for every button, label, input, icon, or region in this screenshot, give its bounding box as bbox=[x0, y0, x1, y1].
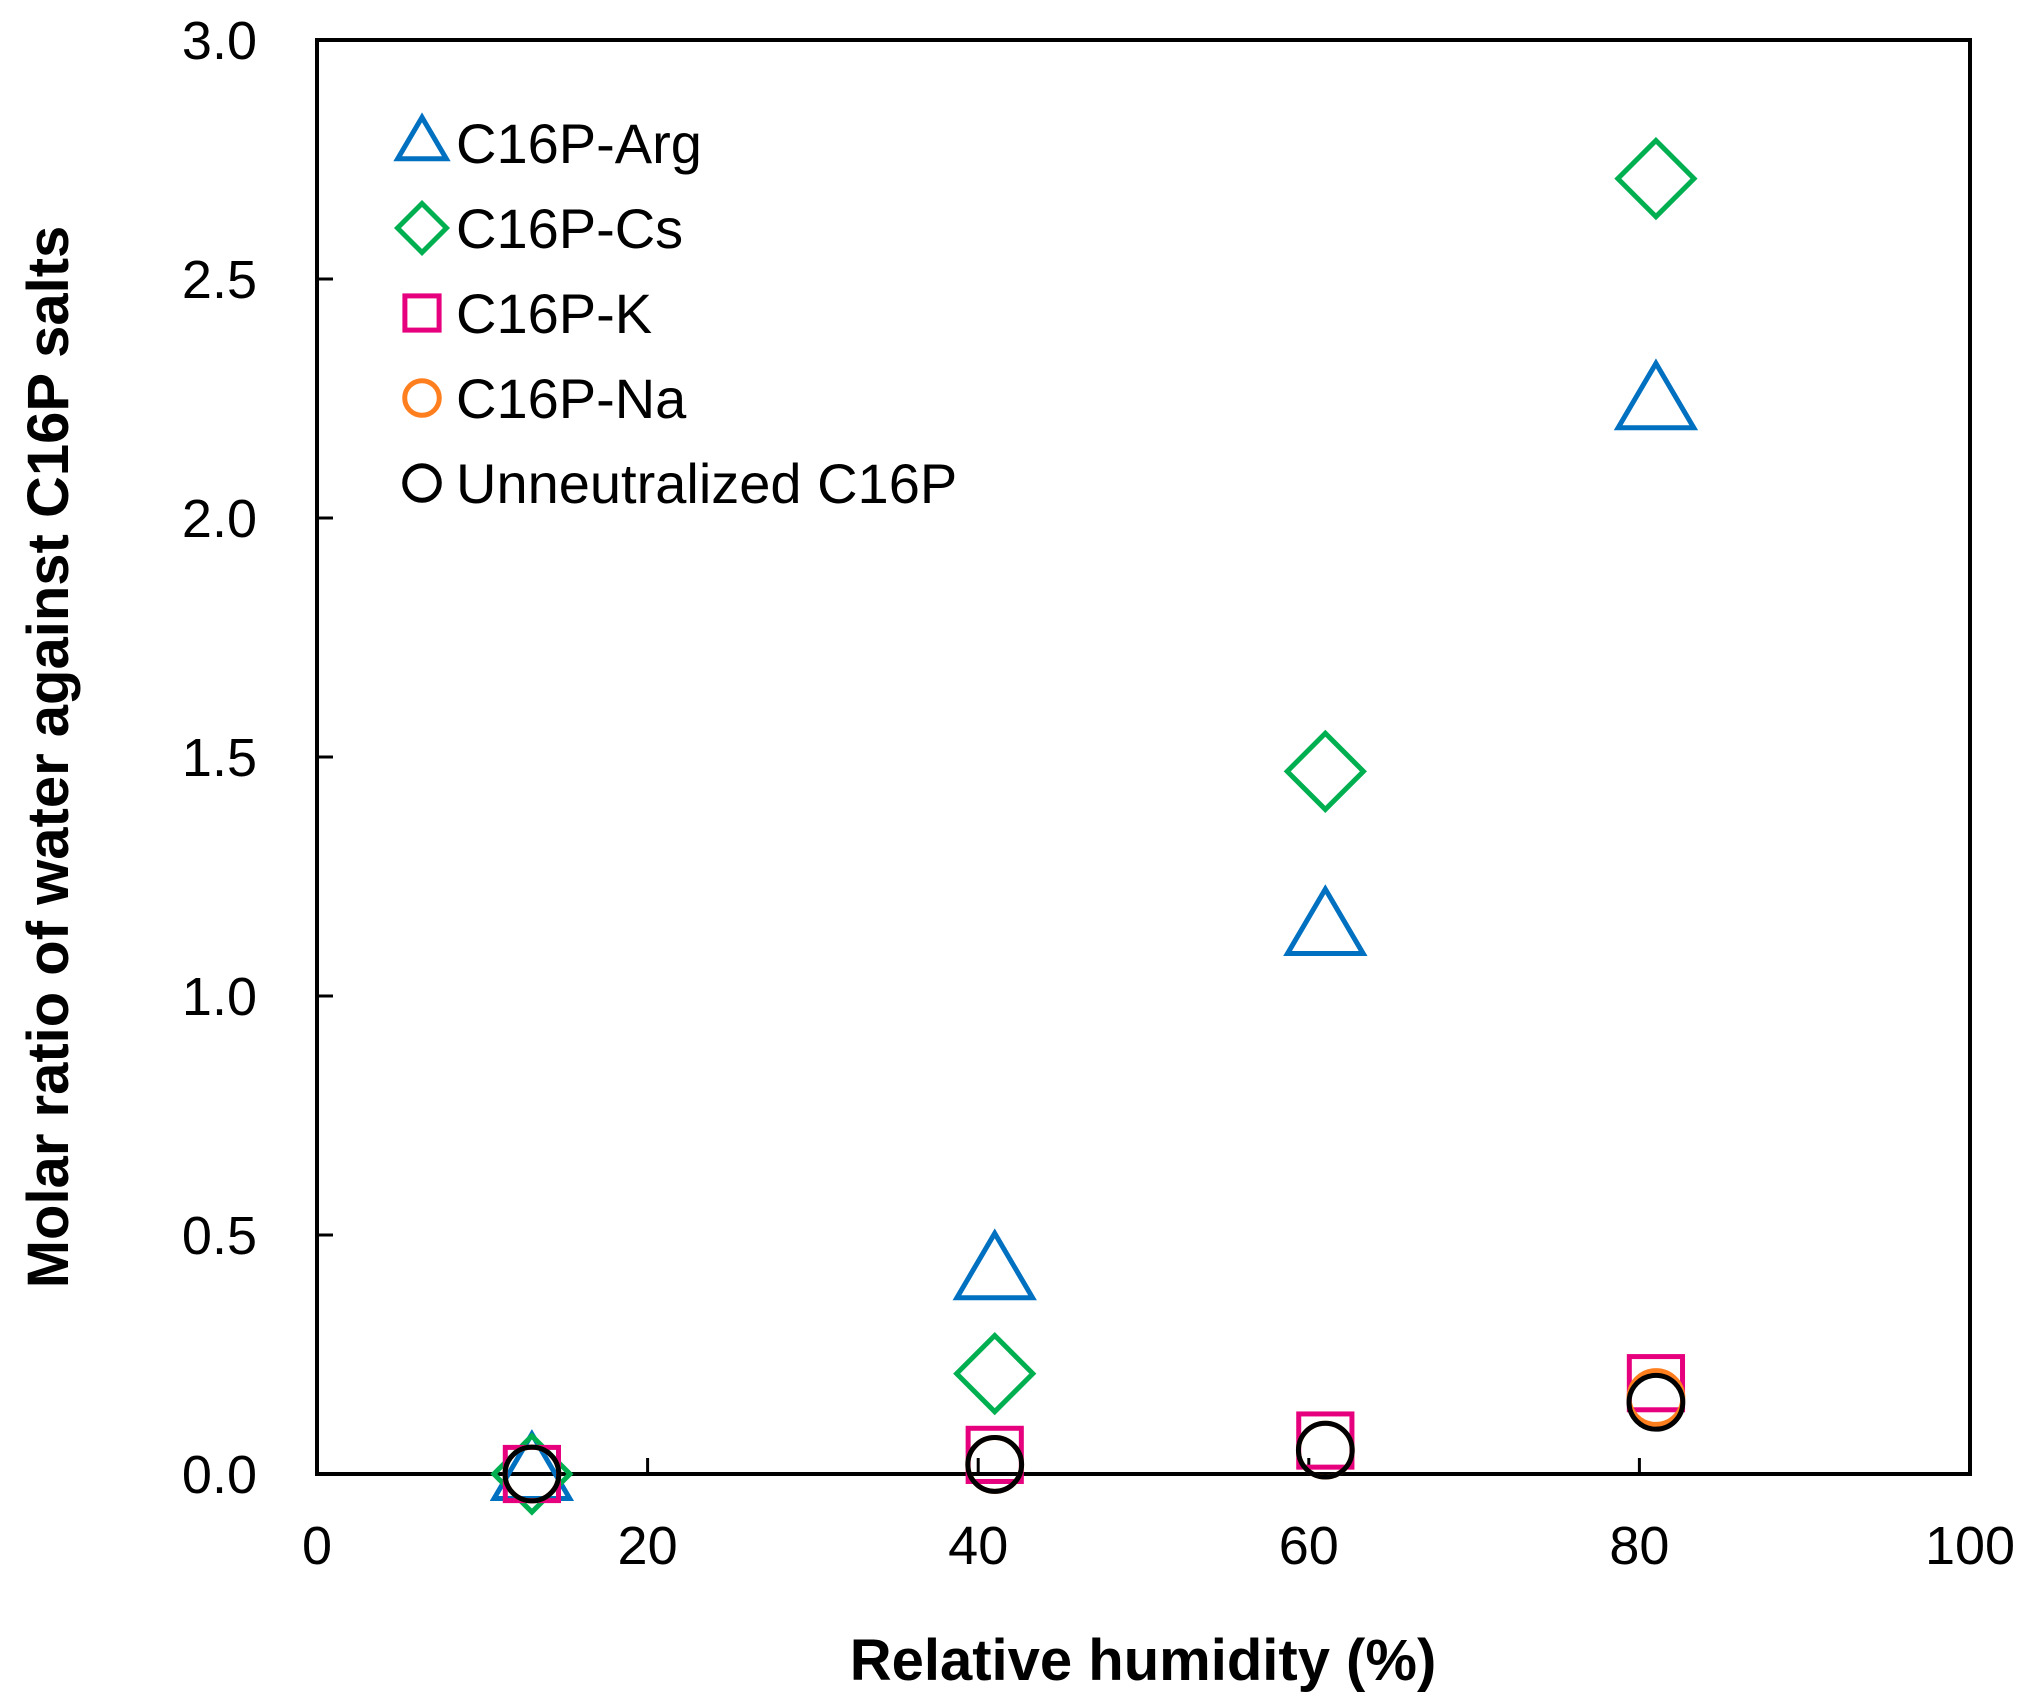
axis-tick-labels: 0 20 40 60 80 100 0.0 0.5 1.0 1.5 2.0 2.5 3.0 bbox=[182, 11, 2015, 1576]
data-point bbox=[953, 1332, 1037, 1416]
series-c16p-cs bbox=[490, 137, 1698, 1516]
legend-label: C16P-Arg bbox=[456, 112, 702, 175]
legend-entry: C16P-Arg bbox=[393, 112, 702, 175]
x-tick-label: 20 bbox=[618, 1516, 678, 1576]
legend-marker bbox=[402, 463, 442, 503]
legend-entry: Unneutralized C16P bbox=[402, 452, 957, 515]
y-tick-label: 2.5 bbox=[182, 250, 257, 310]
series-c16p-na bbox=[502, 1368, 1686, 1504]
y-tick-label: 0.0 bbox=[182, 1445, 257, 1505]
x-tick-label: 100 bbox=[1925, 1516, 2015, 1576]
legend-marker bbox=[393, 112, 451, 162]
data-point bbox=[1283, 884, 1368, 957]
legend-marker bbox=[393, 199, 451, 257]
data-point bbox=[502, 1444, 562, 1504]
series-unneutralized-c16p bbox=[502, 1372, 1686, 1504]
legend: C16P-Arg C16P-Cs C16P-K C16P-Na Unneutralize… bbox=[393, 112, 957, 515]
legend-marker bbox=[402, 293, 442, 333]
legend-entry: C16P-Cs bbox=[393, 197, 683, 260]
data-points bbox=[489, 137, 1699, 1516]
data-point bbox=[965, 1435, 1025, 1494]
legend-marker bbox=[402, 378, 442, 418]
x-tick-label: 40 bbox=[948, 1516, 1008, 1576]
series-c16p-k bbox=[502, 1354, 1686, 1504]
x-tick-label: 0 bbox=[302, 1516, 332, 1576]
data-point bbox=[952, 1228, 1037, 1301]
legend-label: C16P-Na bbox=[456, 367, 687, 430]
y-tick-label: 0.5 bbox=[182, 1206, 257, 1266]
data-point bbox=[1283, 729, 1367, 813]
data-point bbox=[1613, 358, 1699, 431]
legend-label: C16P-K bbox=[456, 282, 652, 345]
series-c16p-arg bbox=[489, 358, 1699, 1501]
data-point bbox=[1614, 137, 1698, 221]
legend-label: Unneutralized C16P bbox=[456, 452, 957, 515]
data-point bbox=[1626, 1368, 1686, 1427]
y-tick-label: 2.0 bbox=[182, 489, 257, 549]
y-tick-label: 3.0 bbox=[182, 11, 257, 71]
legend-entry: C16P-Na bbox=[402, 367, 687, 430]
legend-label: C16P-Cs bbox=[456, 197, 683, 260]
y-tick-label: 1.0 bbox=[182, 967, 257, 1027]
x-tick-label: 80 bbox=[1609, 1516, 1669, 1576]
x-tick-label: 60 bbox=[1279, 1516, 1339, 1576]
legend-entry: C16P-K bbox=[402, 282, 652, 345]
data-point bbox=[1626, 1372, 1686, 1432]
y-tick-label: 1.5 bbox=[182, 728, 257, 788]
data-point bbox=[1295, 1420, 1355, 1480]
data-point bbox=[1626, 1354, 1686, 1413]
x-axis-title: Relative humidity (%) bbox=[850, 1628, 1437, 1693]
y-axis-title: Molar ratio of water against C16P salts bbox=[16, 226, 81, 1289]
